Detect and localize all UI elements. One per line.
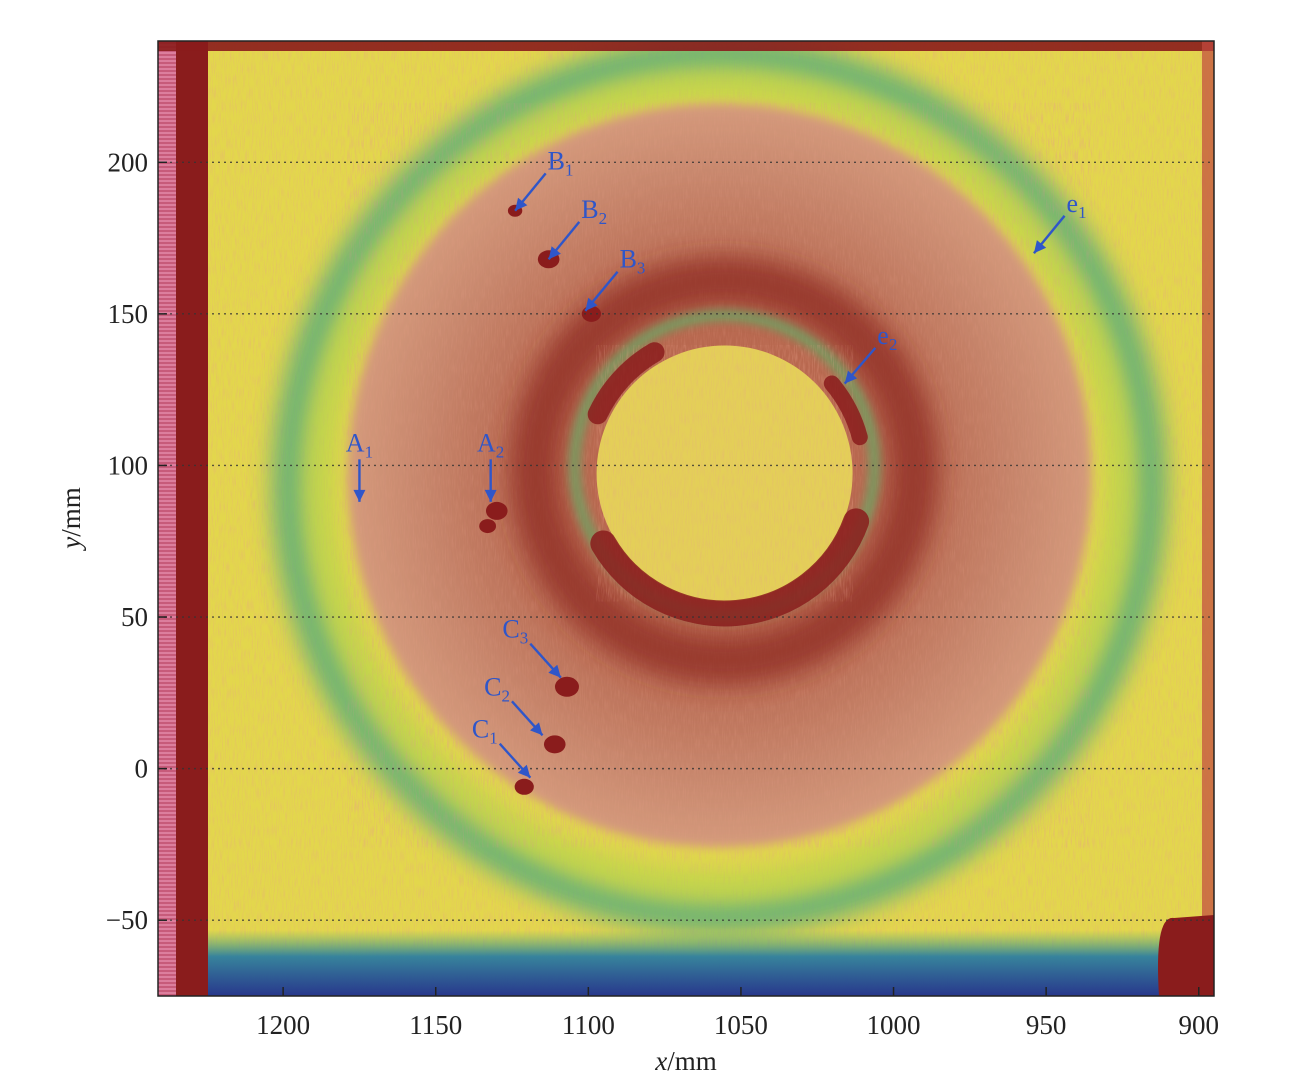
- annotation-b2: B2: [547, 195, 607, 261]
- heatmap-bottom-band: [158, 930, 1214, 996]
- annotation-a1: A1: [346, 428, 373, 502]
- annotation-arrowhead-a1: [353, 489, 366, 502]
- heatmap-inner-core-noise: [596, 345, 853, 602]
- y-axis-var: y: [56, 537, 86, 552]
- x-tick-label-900: 900: [1178, 1010, 1219, 1040]
- heatmap-right-band: [1202, 41, 1214, 996]
- heatmap-flaw-spot-4: [479, 519, 497, 534]
- heatmap-left-band: [176, 41, 208, 996]
- annotation-c2: C2: [484, 672, 544, 737]
- x-tick-label-1100: 1100: [562, 1010, 615, 1040]
- x-tick-label-1150: 1150: [409, 1010, 462, 1040]
- heatmap-image: [158, 41, 1214, 996]
- x-tick-label-1050: 1050: [714, 1010, 768, 1040]
- annotation-label-c1: C1: [472, 715, 498, 748]
- y-tick-label-150: 150: [108, 299, 149, 329]
- y-tick-label-200: 200: [108, 147, 149, 177]
- x-axis-label: x/mm: [654, 1046, 717, 1076]
- x-axis-var: x: [654, 1046, 667, 1076]
- annotation-arrowhead-b2: [548, 246, 561, 260]
- annotation-arrowhead-c2: [530, 722, 543, 736]
- heatmap-flaw-spot-7: [514, 778, 534, 795]
- annotation-label-c3: C3: [502, 615, 528, 648]
- x-tick-label-1000: 1000: [867, 1010, 921, 1040]
- annotation-e2: e2: [843, 321, 897, 385]
- heatmap-flaw-spot-3: [485, 501, 508, 520]
- heatmap-crescent-right: [823, 375, 868, 446]
- y-axis-label: y/mm: [56, 487, 86, 552]
- annotation-b3: B3: [584, 245, 646, 312]
- annotation-arrowhead-c1: [517, 764, 531, 778]
- heatmap-light-ring: [304, 70, 1135, 901]
- heatmap-crescent-bottom: [590, 508, 870, 627]
- annotation-label-a2: A2: [477, 428, 504, 461]
- annotation-c1: C1: [472, 715, 532, 779]
- annotation-b1: B1: [514, 146, 574, 212]
- annotation-arrowhead-a2: [484, 489, 497, 502]
- y-tick-label-100: 100: [108, 450, 149, 480]
- grid-lines: [158, 161, 1214, 921]
- heatmap-dark-ring: [510, 256, 939, 685]
- heatmap-crescent-topleft: [587, 342, 665, 425]
- y-axis-unit: /mm: [56, 487, 86, 537]
- annotation-label-e1: e1: [1067, 189, 1087, 222]
- annotation-arrowhead-b1: [515, 197, 528, 211]
- annotation-arrowhead-e2: [844, 370, 858, 384]
- annotation-label-b2: B2: [581, 195, 607, 228]
- annotation-arrowhead-c3: [548, 664, 561, 678]
- y-tick-label-50: 50: [121, 602, 148, 632]
- annotation-label-a1: A1: [346, 428, 373, 461]
- y-tick-label--50: −50: [106, 905, 148, 935]
- annotation-e1: e1: [1033, 189, 1087, 254]
- x-axis-unit: /mm: [667, 1046, 717, 1076]
- heatmap-green-ring: [272, 41, 1167, 933]
- x-tick-label-950: 950: [1026, 1010, 1067, 1040]
- x-tick-label-1200: 1200: [256, 1010, 310, 1040]
- annotation-label-b1: B1: [548, 146, 574, 179]
- annotation-label-e2: e2: [877, 321, 897, 354]
- plot-frame: [157, 40, 1215, 997]
- annotation-a2: A2: [477, 428, 504, 502]
- axis-ticks: 1200 1150 1100 1050 1000 950 900 −50 0 50 100 150 20…: [106, 147, 1219, 1040]
- annotation-arrowhead-e1: [1033, 240, 1047, 254]
- heatmap-corner-blob: [1158, 915, 1214, 996]
- heatmap-top-band: [158, 41, 1214, 51]
- y-tick-label-0: 0: [135, 754, 149, 784]
- annotation-c3: C3: [502, 615, 562, 679]
- annotation-label-c2: C2: [484, 672, 510, 705]
- annotation-arrowhead-b3: [585, 297, 598, 311]
- heatmap-flaw-spot-6: [543, 735, 566, 754]
- heatmap-flaw-spot-5: [554, 676, 579, 697]
- annotation-label-b3: B3: [620, 245, 646, 278]
